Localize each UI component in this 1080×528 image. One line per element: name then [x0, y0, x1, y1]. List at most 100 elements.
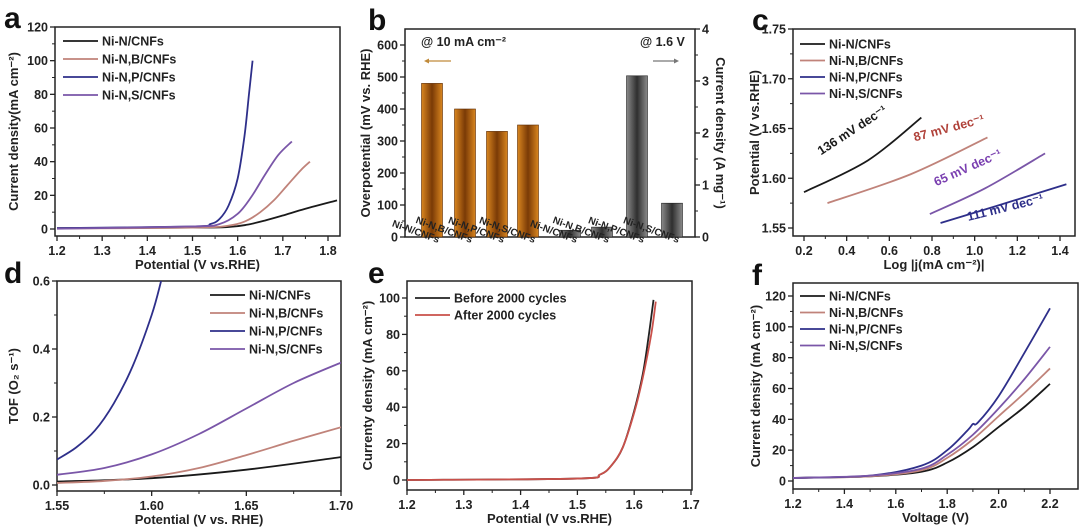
x-axis-label: Voltage (V)	[902, 510, 969, 525]
panel-label: b	[368, 4, 386, 37]
y-tick-label: 100	[27, 54, 48, 68]
y-tick-label: 100	[765, 320, 786, 334]
legend-label: Ni-N,B/CNFs	[249, 307, 323, 321]
plot-frame	[404, 28, 696, 238]
x-tick-label: 1.5	[569, 498, 586, 512]
panel-c: c 0.2 0.4 0.6 0.8 1.0 1.2 1.4 1.55 1.60 1.65 1.70 1.…	[747, 4, 1076, 272]
x-tick-label: 0.8	[923, 244, 940, 258]
x-axis-label: Log |j(mA cm⁻²)|	[883, 257, 984, 272]
x-axis-label: Potential (V vs.RHE)	[487, 511, 612, 526]
x-tick-label: 0.4	[838, 244, 855, 258]
y-tick-label: 80	[386, 328, 400, 342]
y-tick-label: 0	[779, 475, 786, 489]
y-axis-label: Potential (V vs.RHE)	[747, 70, 762, 195]
bar-current-density	[591, 226, 613, 238]
x-axis-label: Potential (V vs. RHE)	[135, 512, 264, 527]
legend-label: Ni-N/CNFs	[829, 290, 891, 304]
legend-label: Ni-N/CNFs	[102, 35, 164, 49]
y-tick-label: 60	[772, 382, 786, 396]
panel-label: c	[752, 4, 769, 37]
y-tick-label: 200	[377, 167, 398, 181]
series-line-ni-n-b-cnfs	[57, 426, 341, 484]
panel-label: d	[4, 257, 22, 290]
y-tick-label: 120	[765, 290, 786, 304]
x-tick-label: 1.4	[1051, 244, 1068, 258]
x-tick-label: 1.2	[48, 244, 65, 258]
x-tick-label: 1.0	[966, 244, 983, 258]
y-axis-label: Overpotential (mV vs. RHE)	[358, 48, 373, 217]
y-tick-label: 0.6	[33, 275, 50, 289]
y-tick-label: 300	[377, 135, 398, 149]
y-axis-label: Current density(mA cm⁻²)	[6, 52, 21, 211]
series-line-ni-n-b-cnfs	[827, 136, 988, 204]
slope-label: 87 mV dec⁻¹	[912, 112, 986, 144]
y-axis-label: Currenty density (mA cm⁻²)	[360, 301, 375, 471]
series-line-after-2000-cycles	[407, 301, 657, 481]
x-tick-label: 1.70	[329, 499, 353, 513]
x-tick-label: 1.4	[139, 244, 156, 258]
y-tick-label: 80	[772, 351, 786, 365]
plot-frame	[54, 26, 341, 237]
bar-current-density	[559, 229, 581, 238]
panel-a: a 1.2 1.3 1.4 1.5 1.6 1.7 1.8 0 20 40 60 80 100 120 Pot…	[4, 2, 341, 272]
series-line-ni-n-cnfs	[793, 383, 1051, 479]
x-tick-label: 1.2	[1009, 244, 1026, 258]
bar-current-density	[626, 75, 648, 238]
y-tick-label: 0	[393, 474, 400, 488]
x-tick-label: 1.3	[93, 244, 110, 258]
legend-label: Ni-N,B/CNFs	[829, 54, 903, 68]
panel-label: e	[368, 257, 385, 290]
x-tick-label: 1.2	[784, 497, 801, 511]
plot-frame	[792, 282, 1079, 490]
y-tick-label: 1.60	[762, 172, 786, 186]
y-tick-label: 600	[377, 39, 398, 53]
y2-tick-label: 0	[702, 231, 709, 245]
y-tick-label: 40	[772, 413, 786, 427]
y-tick-label: 500	[377, 71, 398, 85]
x-tick-label: 1.2	[398, 498, 415, 512]
bar-current-density	[661, 202, 683, 238]
x-tick-label: 2.2	[1041, 497, 1058, 511]
y-tick-label: 40	[386, 401, 400, 415]
legend-label: Ni-N,P/CNFs	[102, 71, 176, 85]
y-tick-label: 0.0	[33, 479, 50, 493]
y2-tick-label: 1	[702, 179, 709, 193]
legend-label: Ni-N,P/CNFs	[829, 323, 903, 337]
legend-label: Ni-N,B/CNFs	[102, 53, 176, 67]
legend-label: Ni-N,P/CNFs	[829, 71, 903, 85]
bar-overpotential	[517, 124, 539, 238]
x-tick-label: 1.5	[184, 244, 201, 258]
series-line-ni-n-p-cnfs	[940, 183, 1067, 224]
panel-b: b 0 100 200 300 400 500 600 0 1 2 3 4 Overpotential (…	[358, 4, 728, 246]
y-axis-label: TOF (O₂ s⁻¹)	[6, 348, 21, 424]
panel-label: a	[4, 2, 21, 35]
x-tick-label: 0.2	[795, 244, 812, 258]
legend-label: After 2000 cycles	[454, 309, 556, 323]
legend-label: Before 2000 cycles	[454, 292, 567, 306]
bar-overpotential	[486, 131, 508, 238]
y-tick-label: 60	[386, 364, 400, 378]
panel-d: d 1.55 1.60 1.65 1.70 0.0 0.2 0.4 0.6 Potential (…	[4, 257, 353, 527]
y-tick-label: 80	[34, 88, 48, 102]
legend-label: Ni-N/CNFs	[249, 289, 311, 303]
arrow-right-head	[674, 58, 679, 64]
y-tick-label: 1.75	[762, 23, 786, 37]
y-tick-label: 40	[34, 155, 48, 169]
legend-label: Ni-N,P/CNFs	[249, 325, 323, 339]
legend-label: Ni-N/CNFs	[829, 38, 891, 52]
series-line-ni-n-s-cnfs	[793, 346, 1051, 479]
y-tick-label: 0	[41, 223, 48, 237]
series-line-ni-n-cnfs	[803, 116, 922, 193]
y-tick-label: 60	[34, 122, 48, 136]
x-tick-label: 1.7	[682, 498, 699, 512]
y-tick-label: 0.2	[33, 411, 50, 425]
x-tick-label: 1.8	[939, 497, 956, 511]
x-tick-label: 0.6	[881, 244, 898, 258]
series-line-ni-n-s-cnfs	[929, 152, 1046, 215]
x-tick-label: 1.65	[234, 499, 258, 513]
series-line-ni-n-s-cnfs	[57, 361, 341, 476]
legend-label: Ni-N,S/CNFs	[829, 339, 903, 353]
y-tick-label: 100	[377, 199, 398, 213]
x-tick-label: 1.4	[512, 498, 529, 512]
